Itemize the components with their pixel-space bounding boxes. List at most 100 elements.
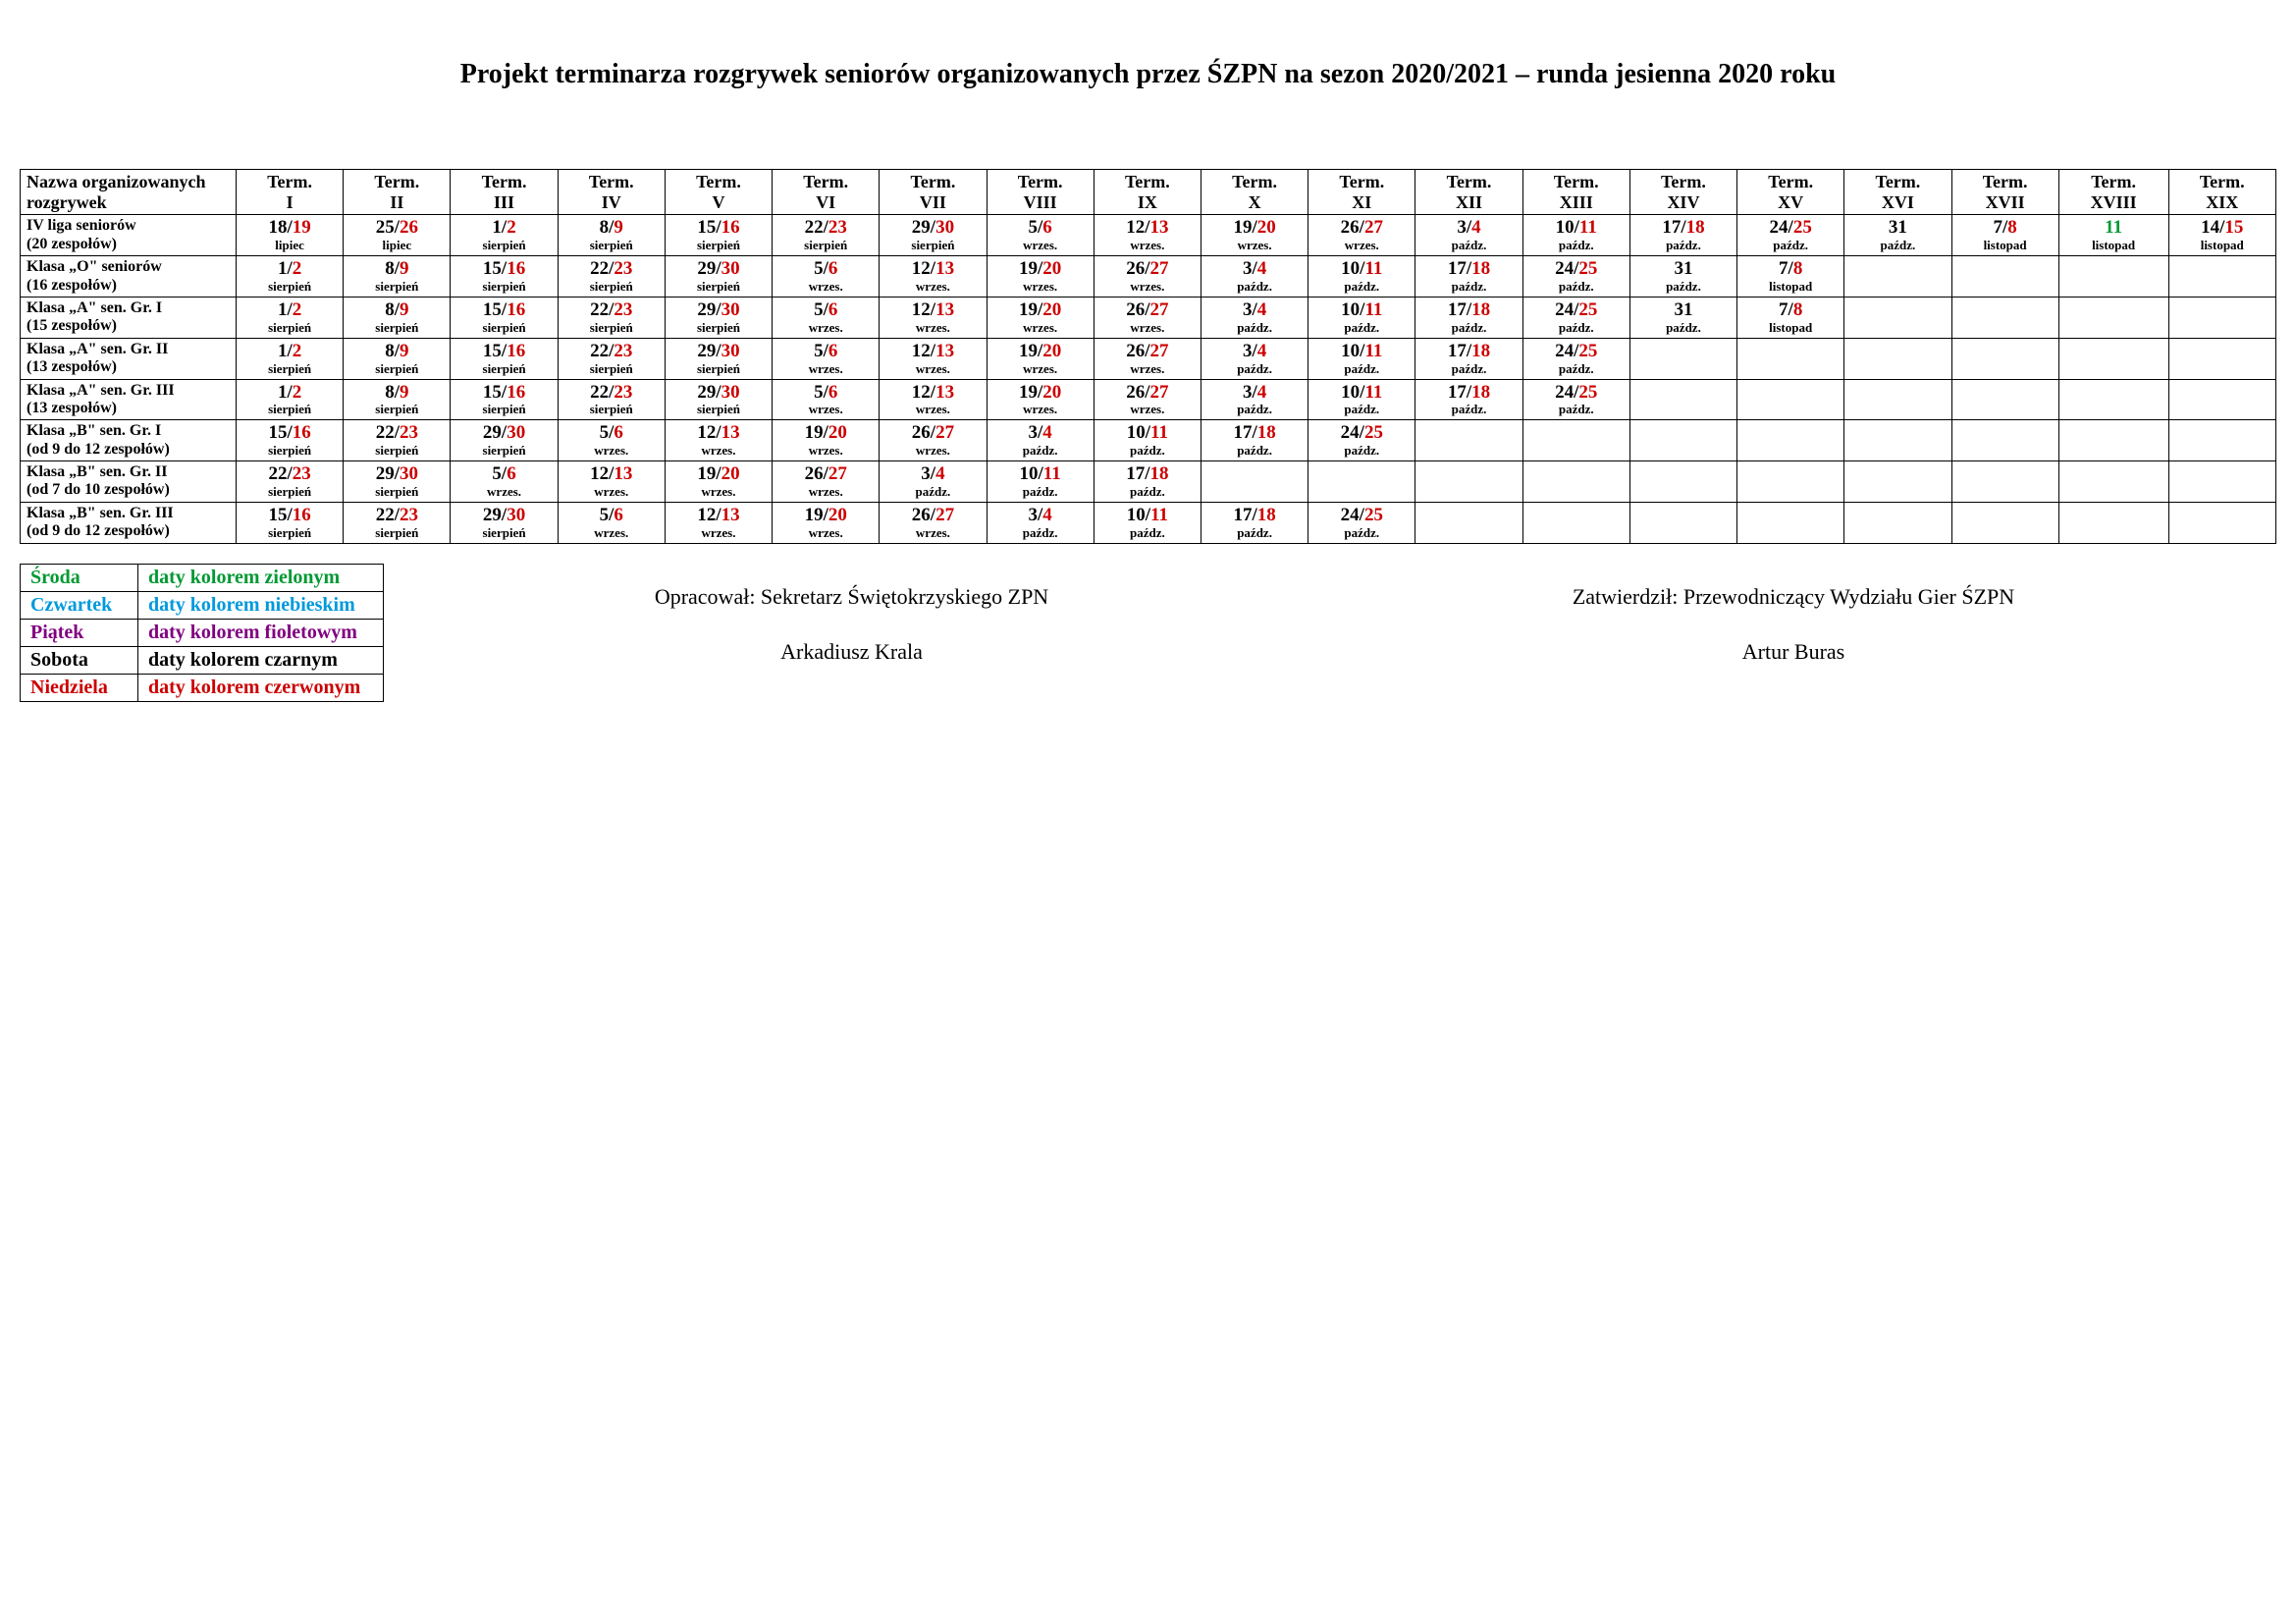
header-term-4: Term.IV — [558, 170, 665, 215]
legend-day: Czwartek — [21, 591, 138, 619]
header-term-7: Term.VII — [880, 170, 987, 215]
date-cell: 19/20wrzes. — [987, 338, 1094, 379]
date-cell: 29/30sierpień — [451, 420, 558, 461]
date-cell: 19/20wrzes. — [987, 379, 1094, 420]
date-cell: 19/20wrzes. — [773, 502, 880, 543]
date-cell: 22/23sierpień — [344, 502, 451, 543]
date-cell: 1/2sierpień — [237, 256, 344, 298]
date-cell: 26/27wrzes. — [1094, 256, 1201, 298]
date-cell: 1/2sierpień — [237, 379, 344, 420]
date-cell: 8/9sierpień — [344, 297, 451, 338]
legend-desc: daty kolorem zielonym — [138, 564, 384, 591]
date-cell — [1737, 461, 1844, 503]
date-cell: 15/16sierpień — [451, 338, 558, 379]
date-cell: 3/4paźdz. — [1201, 379, 1308, 420]
date-cell: 26/27wrzes. — [1308, 215, 1415, 256]
date-cell: 10/11paźdz. — [1308, 256, 1415, 298]
header-term-11: Term.XI — [1308, 170, 1415, 215]
date-cell: 22/23sierpień — [558, 379, 665, 420]
date-cell — [2168, 338, 2276, 379]
header-term-14: Term.XIV — [1629, 170, 1736, 215]
date-cell — [2058, 461, 2168, 503]
legend-row: Niedzieladaty kolorem czerwonym — [21, 674, 384, 701]
date-cell: 5/6wrzes. — [773, 379, 880, 420]
date-cell: 24/25paźdz. — [1737, 215, 1844, 256]
legend-desc: daty kolorem niebieskim — [138, 591, 384, 619]
date-cell: 22/23sierpień — [237, 461, 344, 503]
date-cell: 26/27wrzes. — [880, 502, 987, 543]
date-cell: 3/4paźdz. — [987, 502, 1094, 543]
legend-desc: daty kolorem fioletowym — [138, 619, 384, 646]
date-cell: 7/8listopad — [1737, 297, 1844, 338]
date-cell — [1844, 338, 1951, 379]
date-cell: 12/13wrzes. — [1094, 215, 1201, 256]
date-cell — [1844, 461, 1951, 503]
date-cell: 7/8listopad — [1737, 256, 1844, 298]
date-cell: 25/26lipiec — [344, 215, 451, 256]
date-cell: 17/18paźdz. — [1415, 338, 1522, 379]
date-cell: 24/25paźdz. — [1522, 338, 1629, 379]
date-cell: 31paźdz. — [1629, 297, 1736, 338]
date-cell: 26/27wrzes. — [1094, 338, 1201, 379]
date-cell: 8/9sierpień — [344, 256, 451, 298]
date-cell: 22/23sierpień — [558, 297, 665, 338]
date-cell — [1629, 461, 1736, 503]
date-cell: 5/6wrzes. — [773, 297, 880, 338]
date-cell: 5/6wrzes. — [773, 256, 880, 298]
date-cell — [1737, 502, 1844, 543]
header-term-10: Term.X — [1201, 170, 1308, 215]
date-cell — [1415, 420, 1522, 461]
table-row: Klasa „B" sen. Gr. I(od 9 do 12 zespołów… — [21, 420, 2276, 461]
signature-author-role: Opracował: Sekretarz Świętokrzyskiego ZP… — [655, 584, 1048, 610]
row-name: Klasa „A" sen. Gr. II(13 zespołów) — [21, 338, 237, 379]
date-cell: 26/27wrzes. — [773, 461, 880, 503]
date-cell: 29/30sierpień — [451, 502, 558, 543]
header-term-6: Term.VI — [773, 170, 880, 215]
date-cell: 24/25paźdz. — [1308, 502, 1415, 543]
date-cell: 22/23sierpień — [773, 215, 880, 256]
date-cell — [1951, 379, 2058, 420]
date-cell: 17/18paźdz. — [1629, 215, 1736, 256]
legend-day: Sobota — [21, 646, 138, 674]
date-cell — [2168, 256, 2276, 298]
date-cell — [1844, 256, 1951, 298]
date-cell: 14/15listopad — [2168, 215, 2276, 256]
date-cell — [1737, 420, 1844, 461]
table-row: Klasa „A" sen. Gr. II(13 zespołów)1/2sie… — [21, 338, 2276, 379]
header-term-1: Term.I — [237, 170, 344, 215]
date-cell: 8/9sierpień — [558, 215, 665, 256]
legend-day: Środa — [21, 564, 138, 591]
date-cell: 29/30sierpień — [344, 461, 451, 503]
date-cell — [1951, 256, 2058, 298]
date-cell: 5/6wrzes. — [451, 461, 558, 503]
date-cell: 29/30sierpień — [880, 215, 987, 256]
date-cell: 12/13wrzes. — [665, 420, 772, 461]
date-cell — [1951, 502, 2058, 543]
header-term-9: Term.IX — [1094, 170, 1201, 215]
date-cell — [1629, 379, 1736, 420]
date-cell — [1629, 420, 1736, 461]
date-cell: 10/11paźdz. — [1308, 297, 1415, 338]
date-cell — [2058, 379, 2168, 420]
date-cell — [1951, 420, 2058, 461]
date-cell: 5/6wrzes. — [558, 502, 665, 543]
date-cell: 19/20wrzes. — [987, 297, 1094, 338]
date-cell: 12/13wrzes. — [880, 297, 987, 338]
date-cell — [2168, 297, 2276, 338]
header-term-8: Term.VIII — [987, 170, 1094, 215]
date-cell — [2058, 338, 2168, 379]
date-cell — [1951, 297, 2058, 338]
date-cell — [2168, 420, 2276, 461]
date-cell — [2058, 420, 2168, 461]
header-term-16: Term.XVI — [1844, 170, 1951, 215]
legend-day: Piątek — [21, 619, 138, 646]
date-cell: 12/13wrzes. — [880, 338, 987, 379]
date-cell: 15/16sierpień — [665, 215, 772, 256]
date-cell: 8/9sierpień — [344, 338, 451, 379]
date-cell: 10/11paźdz. — [1094, 420, 1201, 461]
date-cell: 26/27wrzes. — [1094, 379, 1201, 420]
table-row: Klasa „A" sen. Gr. III(13 zespołów)1/2si… — [21, 379, 2276, 420]
date-cell: 29/30sierpień — [665, 338, 772, 379]
schedule-table: Nazwa organizowanychrozgrywekTerm.ITerm.… — [20, 169, 2276, 544]
date-cell — [2058, 256, 2168, 298]
